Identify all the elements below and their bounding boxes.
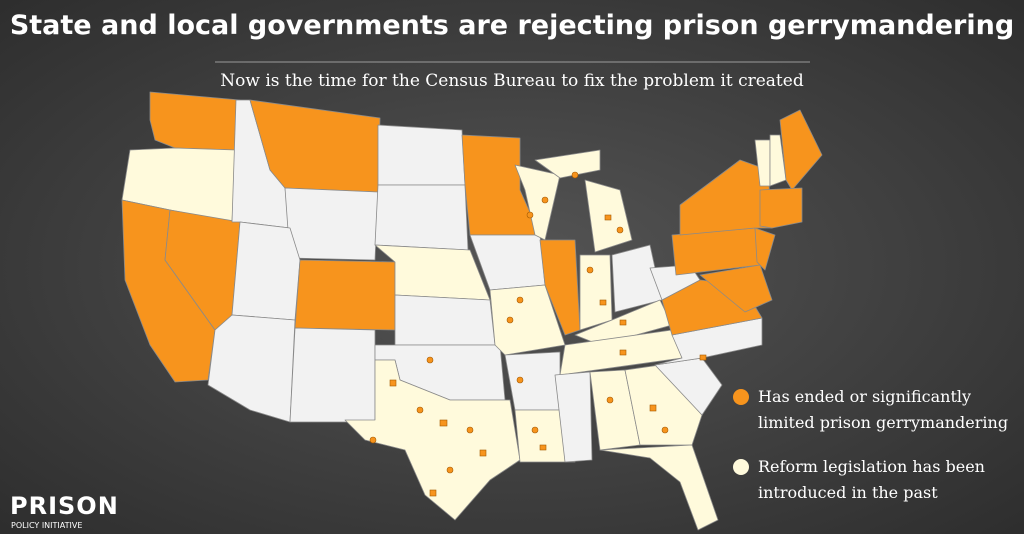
logo-name: PRISON [10,492,119,520]
local-jurisdictions [369,171,707,497]
jurisdiction [619,349,627,356]
jurisdiction [479,449,487,457]
state [779,109,823,191]
state [231,221,301,321]
state [207,314,296,423]
state [514,409,576,463]
legend-label: introduced in the past [758,483,938,502]
state [344,359,521,521]
jurisdiction [541,196,549,204]
state [374,184,469,251]
jurisdiction [429,489,437,497]
state [599,444,719,531]
subtitle: Now is the time for the Census Bureau to… [220,71,804,91]
jurisdiction [369,436,377,444]
jurisdiction [649,404,657,412]
legend-label: Reform legislation has been [758,457,985,476]
state [489,284,566,356]
jurisdiction [604,214,612,221]
state [294,259,396,331]
state [754,227,776,271]
jurisdiction [426,356,434,364]
state [377,124,466,186]
logo-tagline: POLICY INITIATIVE [11,521,82,530]
state [534,149,601,179]
state [554,371,593,463]
jurisdiction [661,426,669,434]
jurisdiction [531,426,539,434]
jurisdiction [506,316,514,324]
jurisdiction [516,296,524,304]
jurisdiction [586,266,594,274]
jurisdiction [619,319,627,326]
jurisdiction [446,466,454,474]
jurisdiction [699,354,707,361]
state [394,294,496,346]
jurisdiction [466,426,474,434]
state [149,91,241,151]
state [289,327,376,423]
state [514,164,561,241]
jurisdiction [599,299,607,306]
jurisdiction [516,376,524,384]
jurisdiction [616,226,624,234]
legend-swatch [733,389,749,405]
state [759,187,803,229]
jurisdiction [416,406,424,414]
title: State and local governments are rejectin… [10,10,1014,41]
jurisdiction [526,211,534,219]
state [504,351,561,411]
state [579,254,613,331]
jurisdiction [539,444,547,451]
state [624,364,703,446]
legend-label: limited prison gerrymandering [758,413,1008,432]
state [539,239,581,336]
jurisdiction [571,171,579,179]
us-map [121,91,823,531]
state [699,264,773,313]
jurisdiction [606,396,614,404]
jurisdiction [389,379,397,387]
legend-swatch [733,459,749,475]
legend-label: Has ended or significantly [758,387,971,406]
state [284,187,379,261]
jurisdiction [439,419,448,427]
